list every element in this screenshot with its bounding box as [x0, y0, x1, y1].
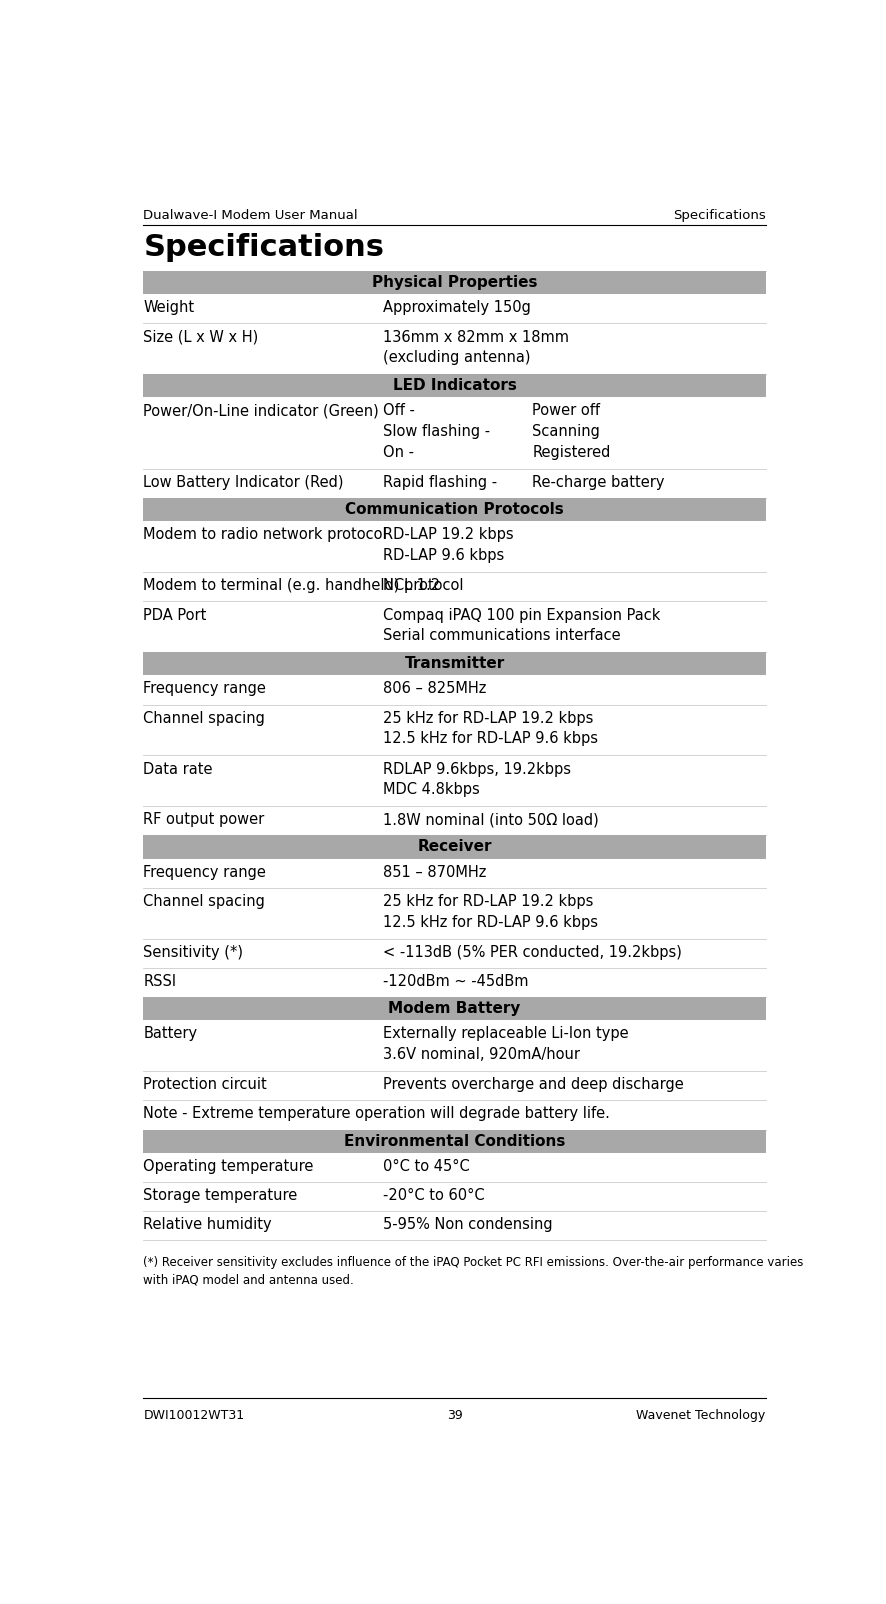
- Text: -20°C to 60°C: -20°C to 60°C: [383, 1189, 484, 1203]
- Text: Wavenet Technology: Wavenet Technology: [636, 1408, 765, 1423]
- Bar: [144, 998, 765, 1020]
- Text: Channel spacing: Channel spacing: [144, 711, 265, 725]
- Text: Power off: Power off: [532, 404, 600, 419]
- Text: Power/On-Line indicator (Green): Power/On-Line indicator (Green): [144, 404, 378, 419]
- Text: Relative humidity: Relative humidity: [144, 1217, 272, 1232]
- Text: DWI10012WT31: DWI10012WT31: [144, 1408, 245, 1423]
- Text: (excluding antenna): (excluding antenna): [383, 350, 530, 366]
- Text: 25 kHz for RD-LAP 19.2 kbps: 25 kHz for RD-LAP 19.2 kbps: [383, 893, 593, 909]
- Text: 0°C to 45°C: 0°C to 45°C: [383, 1158, 470, 1174]
- Text: 25 kHz for RD-LAP 19.2 kbps: 25 kHz for RD-LAP 19.2 kbps: [383, 711, 593, 725]
- Bar: [144, 836, 765, 858]
- Text: RD-LAP 19.2 kbps: RD-LAP 19.2 kbps: [383, 528, 513, 542]
- Text: Weight: Weight: [144, 300, 194, 316]
- Text: Dualwave-I Modem User Manual: Dualwave-I Modem User Manual: [144, 210, 358, 223]
- Bar: [144, 499, 765, 521]
- Text: 136mm x 82mm x 18mm: 136mm x 82mm x 18mm: [383, 329, 569, 345]
- Bar: [144, 271, 765, 294]
- Text: Prevents overcharge and deep discharge: Prevents overcharge and deep discharge: [383, 1078, 683, 1092]
- Text: Modem Battery: Modem Battery: [388, 1001, 520, 1017]
- Text: 12.5 kHz for RD-LAP 9.6 kbps: 12.5 kHz for RD-LAP 9.6 kbps: [383, 914, 597, 930]
- Text: Re-charge battery: Re-charge battery: [532, 475, 664, 491]
- Text: Storage temperature: Storage temperature: [144, 1189, 298, 1203]
- Text: Frequency range: Frequency range: [144, 682, 266, 696]
- Text: Off -: Off -: [383, 404, 415, 419]
- Text: LED Indicators: LED Indicators: [392, 379, 516, 393]
- Text: Frequency range: Frequency range: [144, 865, 266, 879]
- Text: NCL 1.2: NCL 1.2: [383, 579, 439, 593]
- Text: Sensitivity (*): Sensitivity (*): [144, 945, 243, 959]
- Text: MDC 4.8kbps: MDC 4.8kbps: [383, 783, 479, 797]
- Text: On -: On -: [383, 444, 414, 460]
- Text: Environmental Conditions: Environmental Conditions: [344, 1134, 564, 1148]
- Text: Transmitter: Transmitter: [404, 656, 504, 670]
- Text: Compaq iPAQ 100 pin Expansion Pack: Compaq iPAQ 100 pin Expansion Pack: [383, 608, 660, 622]
- Bar: [144, 653, 765, 675]
- Text: < -113dB (5% PER conducted, 19.2kbps): < -113dB (5% PER conducted, 19.2kbps): [383, 945, 681, 959]
- Text: RDLAP 9.6kbps, 19.2kbps: RDLAP 9.6kbps, 19.2kbps: [383, 762, 571, 776]
- Text: Externally replaceable Li-Ion type: Externally replaceable Li-Ion type: [383, 1027, 628, 1041]
- Text: Channel spacing: Channel spacing: [144, 893, 265, 909]
- Text: 12.5 kHz for RD-LAP 9.6 kbps: 12.5 kHz for RD-LAP 9.6 kbps: [383, 731, 597, 746]
- Text: Protection circuit: Protection circuit: [144, 1078, 267, 1092]
- Text: Slow flashing -: Slow flashing -: [383, 423, 490, 439]
- Text: Rapid flashing -: Rapid flashing -: [383, 475, 496, 491]
- Text: RF output power: RF output power: [144, 812, 264, 828]
- Text: Note - Extreme temperature operation will degrade battery life.: Note - Extreme temperature operation wil…: [144, 1107, 610, 1121]
- Text: RSSI: RSSI: [144, 974, 176, 990]
- Text: Modem to radio network protocol: Modem to radio network protocol: [144, 528, 386, 542]
- Text: Specifications: Specifications: [672, 210, 765, 223]
- Text: Size (L x W x H): Size (L x W x H): [144, 329, 259, 345]
- Text: Communication Protocols: Communication Protocols: [345, 502, 563, 516]
- Text: Physical Properties: Physical Properties: [371, 274, 537, 290]
- Text: Approximately 150g: Approximately 150g: [383, 300, 531, 316]
- Text: 3.6V nominal, 920mA/hour: 3.6V nominal, 920mA/hour: [383, 1047, 579, 1062]
- Text: Low Battery Indicator (Red): Low Battery Indicator (Red): [144, 475, 344, 491]
- Text: 5-95% Non condensing: 5-95% Non condensing: [383, 1217, 552, 1232]
- Text: Data rate: Data rate: [144, 762, 213, 776]
- Text: Scanning: Scanning: [532, 423, 600, 439]
- Text: Specifications: Specifications: [144, 233, 384, 261]
- Text: Serial communications interface: Serial communications interface: [383, 629, 620, 643]
- Text: 851 – 870MHz: 851 – 870MHz: [383, 865, 486, 879]
- Text: -120dBm ~ -45dBm: -120dBm ~ -45dBm: [383, 974, 528, 990]
- Text: Registered: Registered: [532, 444, 610, 460]
- Text: PDA Port: PDA Port: [144, 608, 206, 622]
- Text: 806 – 825MHz: 806 – 825MHz: [383, 682, 486, 696]
- Text: 39: 39: [447, 1408, 462, 1423]
- Bar: [144, 374, 765, 398]
- Text: (*) Receiver sensitivity excludes influence of the iPAQ Pocket PC RFI emissions.: (*) Receiver sensitivity excludes influe…: [144, 1256, 803, 1286]
- Bar: [144, 1129, 765, 1153]
- Text: Modem to terminal (e.g. handheld) protocol: Modem to terminal (e.g. handheld) protoc…: [144, 579, 463, 593]
- Text: Receiver: Receiver: [417, 839, 491, 855]
- Text: RD-LAP 9.6 kbps: RD-LAP 9.6 kbps: [383, 549, 504, 563]
- Text: 1.8W nominal (into 50Ω load): 1.8W nominal (into 50Ω load): [383, 812, 598, 828]
- Text: Battery: Battery: [144, 1027, 198, 1041]
- Text: Operating temperature: Operating temperature: [144, 1158, 314, 1174]
